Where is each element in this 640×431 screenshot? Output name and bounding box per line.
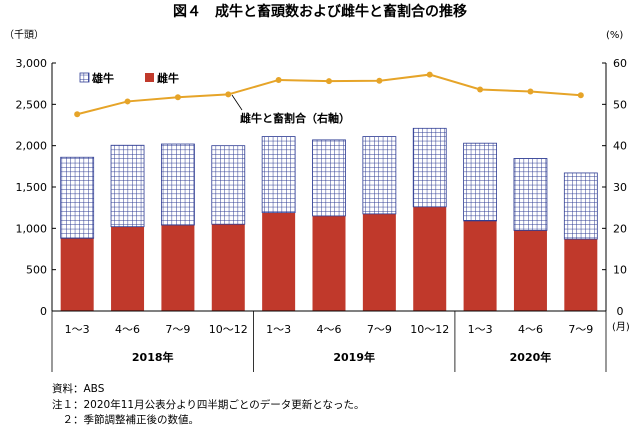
note-source: 資料：ABS (52, 383, 105, 395)
bar-male (161, 143, 195, 226)
bar-male (362, 136, 397, 215)
bar-female (564, 239, 598, 311)
plot-area: 0 500 1,000 1,500 2,000 2,500 3,000 0 10 20 30 40 50… (16, 57, 627, 372)
bar-female (413, 206, 447, 311)
bar-male (412, 127, 447, 208)
left-tick-label: 1,500 (16, 181, 48, 194)
left-tick-label: 2,500 (16, 98, 48, 111)
bar-female (111, 226, 145, 311)
line-point (426, 71, 433, 78)
x-tick-label: 7～9 (165, 323, 190, 336)
bar-female (211, 224, 245, 311)
line-point (74, 111, 81, 118)
line-point (174, 94, 181, 101)
right-tick-label: 10 (613, 264, 627, 277)
x-axis-unit: (月) (612, 321, 630, 333)
bar-male (463, 142, 497, 222)
note-2: ２：季節調整補正後の数値。 (52, 414, 199, 426)
x-tick-label: 1～3 (468, 323, 493, 336)
line-series-annotation: 雌牛と畜割合（右軸） (240, 111, 350, 125)
x-tick-label: 1～3 (65, 323, 90, 336)
left-tick-label: 2,000 (16, 140, 48, 153)
legend-female-label: 雌牛 (157, 71, 179, 85)
right-axis-unit: (%) (606, 30, 623, 41)
bar-female (463, 220, 497, 311)
chart-title: 図４ 成牛と畜頭数および雌牛と畜割合の推移 (173, 3, 467, 20)
bar-male (211, 145, 246, 225)
x-tick-label: 7～9 (367, 323, 392, 336)
right-tick-label: 0 (617, 305, 624, 318)
line-point (225, 91, 232, 98)
x-tick-label: 7～9 (568, 323, 593, 336)
left-axis-unit: （千頭） (4, 29, 44, 41)
bar-female (362, 213, 396, 311)
bar-male (312, 139, 346, 217)
bar-female (161, 225, 195, 311)
bar-male (563, 172, 598, 240)
left-tick-label: 1,000 (16, 222, 48, 235)
left-tick-label: 3,000 (16, 57, 48, 70)
line-point (376, 77, 383, 84)
line-point (577, 92, 584, 99)
x-tick-label: 4～6 (317, 323, 342, 336)
bar-female (262, 212, 296, 311)
x-tick-label: 4～6 (518, 323, 543, 336)
year-group-label: 2020年 (510, 350, 552, 364)
bar-male (110, 144, 145, 228)
bar-female (513, 230, 547, 311)
bar-female (312, 215, 346, 311)
right-tick-label: 20 (613, 222, 627, 235)
line-annotation-leader (231, 94, 243, 111)
x-tick-label: 10～12 (209, 323, 248, 336)
year-group-label: 2018年 (132, 350, 174, 364)
right-tick-label: 30 (613, 181, 627, 194)
bar-male (60, 156, 95, 239)
legend-male-label: 雄牛 (91, 71, 114, 85)
year-group-label: 2019年 (333, 350, 375, 364)
left-tick-label: 500 (26, 264, 47, 277)
right-tick-label: 40 (613, 140, 627, 153)
bar-male (261, 136, 296, 214)
x-tick-label: 1～3 (266, 323, 291, 336)
bar-female (60, 238, 94, 311)
x-tick-label: 10～12 (410, 323, 449, 336)
note-1: 注１：2020年11月公表分より四半期ごとのデータ更新となった。 (52, 398, 365, 411)
line-point (124, 98, 131, 105)
bar-male (513, 158, 548, 231)
legend-male-swatch (79, 72, 90, 83)
right-tick-label: 50 (613, 98, 627, 111)
line-point (527, 88, 534, 95)
line-point (275, 76, 282, 83)
right-tick-label: 60 (613, 57, 627, 70)
line-point (326, 78, 332, 85)
x-tick-label: 4～6 (115, 323, 140, 336)
line-point (477, 86, 484, 93)
legend-female-swatch (145, 73, 154, 82)
notes: 資料：ABS 注１：2020年11月公表分より四半期ごとのデータ更新となった。 … (52, 382, 364, 429)
left-tick-label: 0 (40, 305, 47, 318)
